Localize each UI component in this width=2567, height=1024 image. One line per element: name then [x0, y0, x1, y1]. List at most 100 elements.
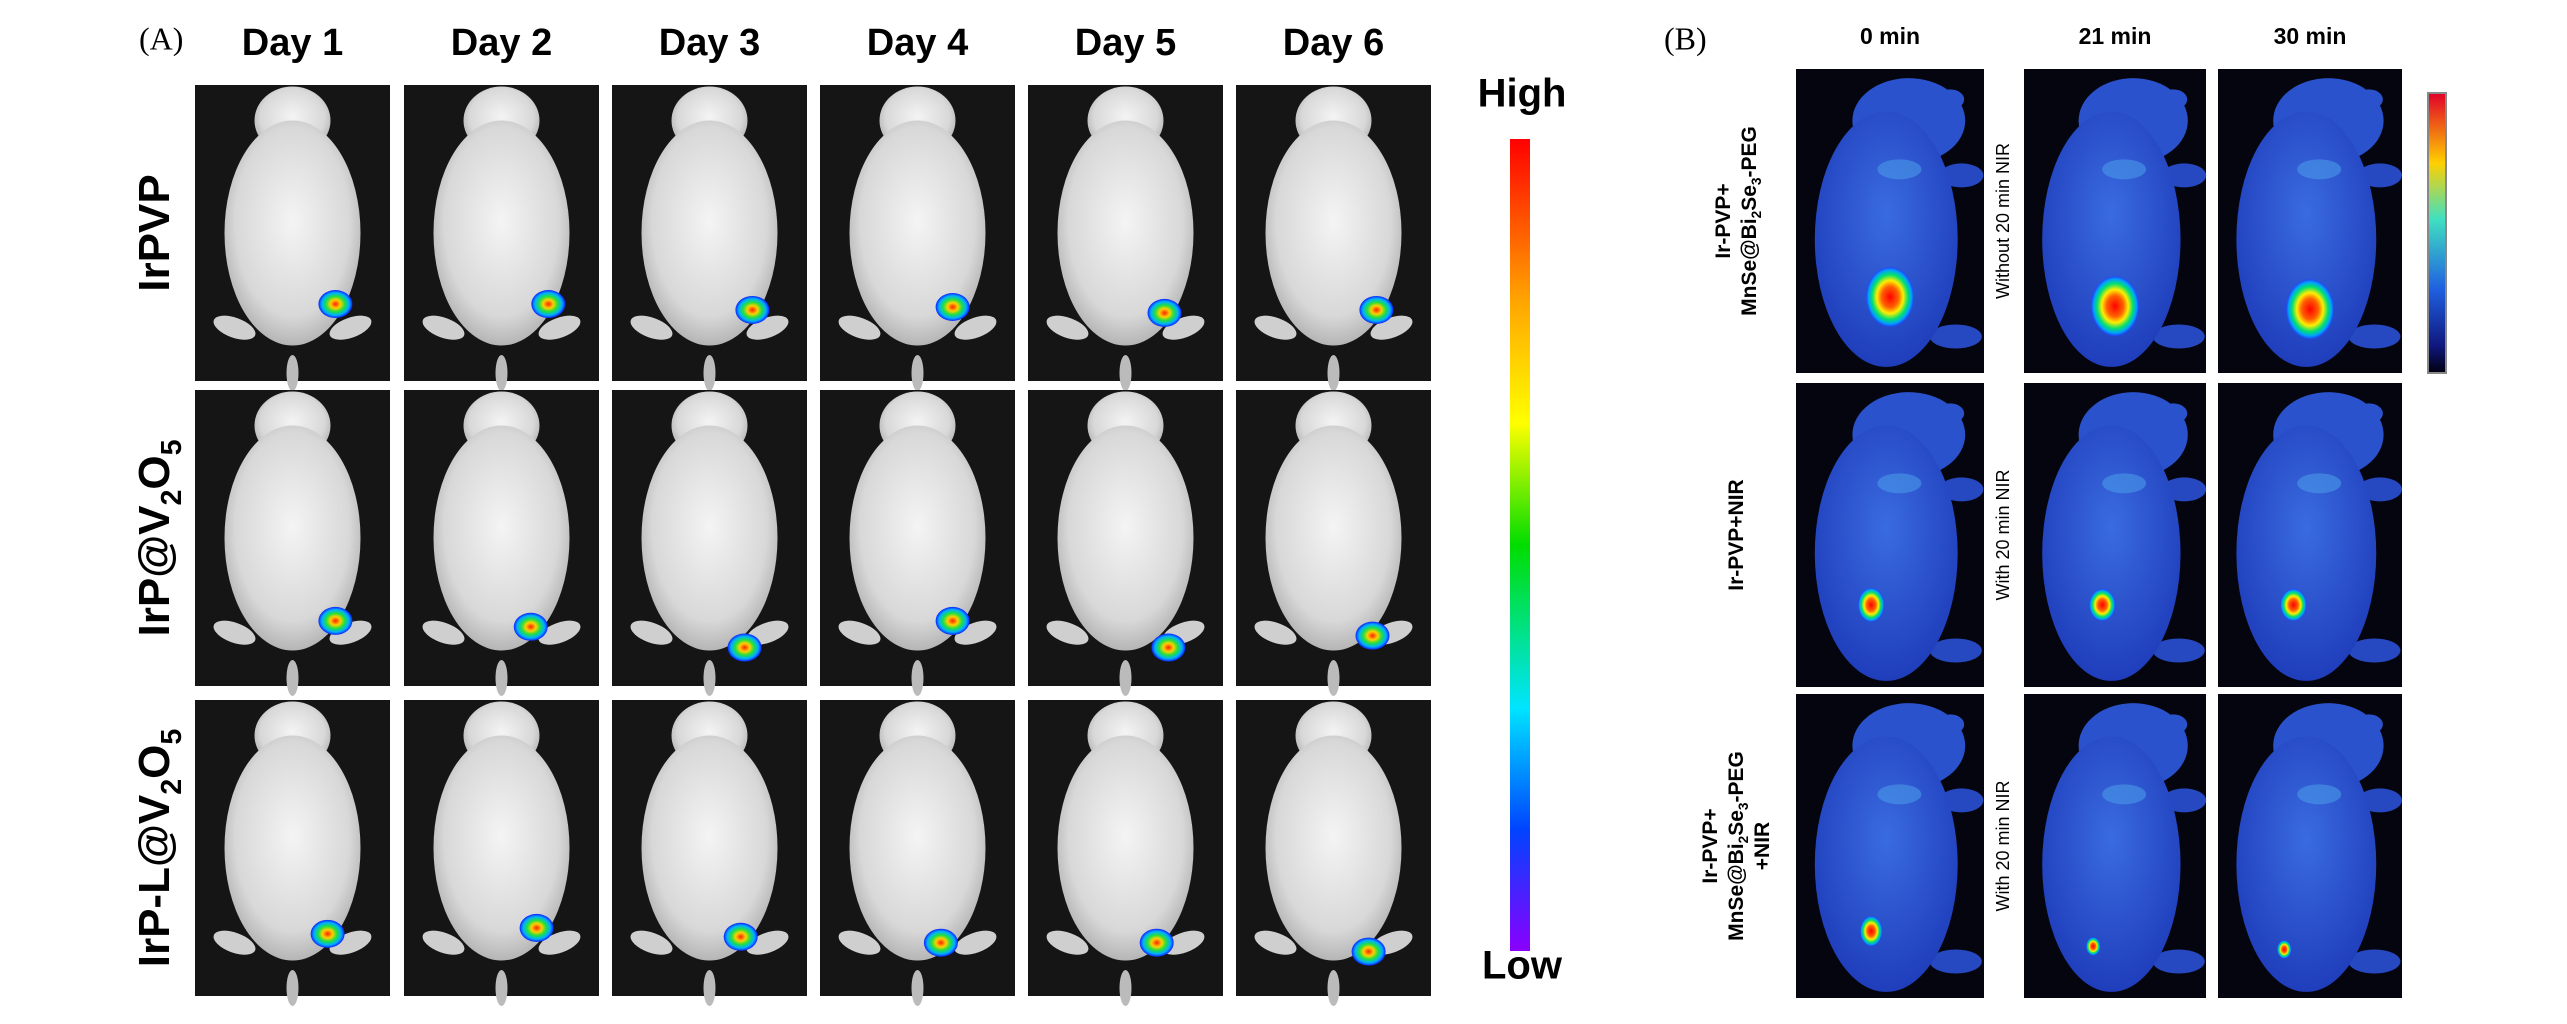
mouse-tail — [911, 355, 924, 391]
mouse-highlight — [2297, 784, 2342, 805]
label-part: Se — [1738, 185, 1761, 211]
mouse-leg — [422, 315, 465, 340]
mouse-image — [820, 85, 1015, 391]
mouse-image — [2024, 69, 2207, 373]
label-part: O — [130, 745, 179, 779]
panel-label: (A) — [139, 20, 183, 56]
mouse-image — [195, 85, 390, 391]
mouse-body — [1057, 735, 1194, 961]
signal-spot — [310, 919, 345, 948]
label: IrP@V2O5 — [130, 439, 188, 636]
mouse-tail — [286, 660, 299, 696]
mouse-body — [1814, 736, 1958, 992]
mouse-image — [404, 700, 599, 1006]
label: Ir-PVP+NIR — [1725, 479, 1748, 590]
signal-spot — [923, 928, 958, 957]
mouse-image — [2024, 694, 2207, 998]
mouse-leg — [422, 930, 465, 955]
label-part: -PEG — [1725, 751, 1748, 802]
mouse-body — [641, 735, 778, 961]
mouse-leg — [1254, 620, 1297, 645]
mouse-leg — [1929, 324, 1982, 349]
label-part: +NIR — [1751, 822, 1774, 870]
mouse-leg — [1162, 930, 1205, 955]
label: MnSe@Bi2Se3-PEG — [1725, 751, 1752, 941]
signal-spot — [1351, 937, 1386, 966]
mouse-image — [612, 700, 807, 1006]
mouse-body — [2236, 425, 2377, 681]
mouse-leg — [1254, 930, 1297, 955]
mouse-ear — [2354, 403, 2383, 424]
signal-spot — [318, 290, 353, 319]
mouse-image — [1796, 694, 1984, 998]
panel-label: (B) — [1664, 20, 1707, 56]
mouse-image — [404, 85, 599, 391]
label: IrP-L@V2O5 — [130, 729, 188, 968]
column-header: Day 1 — [242, 22, 343, 64]
mouse-tail — [911, 660, 924, 696]
label-part: Se — [1725, 810, 1748, 836]
mouse-body — [433, 735, 570, 961]
mouse-body — [2042, 425, 2181, 681]
row-note: With 20 min NIR — [1993, 780, 2013, 911]
signal-spot — [935, 606, 970, 635]
mouse-body — [433, 120, 570, 346]
row-note: Without 20 min NIR — [1993, 143, 2013, 299]
mouse-leg — [1254, 315, 1297, 340]
column-header: Day 3 — [659, 22, 760, 64]
mouse-body — [849, 120, 986, 346]
mouse-body — [433, 425, 570, 651]
mouse-image — [404, 390, 599, 696]
label-part: O — [130, 455, 179, 489]
mouse-tail — [703, 970, 716, 1006]
mouse-leg — [2348, 949, 2401, 974]
label-part: Ir-PVP+ — [1699, 808, 1722, 883]
signal-spot — [1860, 916, 1883, 947]
mouse-highlight — [1877, 473, 1922, 494]
column-header: Day 5 — [1075, 22, 1176, 64]
mouse-tail — [1119, 355, 1132, 391]
mouse-ear — [1936, 89, 1965, 110]
label: Ir-PVP+ — [1699, 808, 1722, 883]
mouse-leg — [1939, 163, 1984, 188]
signal-spot — [723, 922, 758, 951]
signal-spot — [1359, 295, 1394, 324]
mouse-tail — [1327, 660, 1340, 696]
color-scale — [2427, 92, 2447, 374]
label-part: IrPVP — [130, 174, 179, 291]
mouse-leg — [2162, 477, 2207, 502]
label: +NIR — [1751, 822, 1774, 870]
mouse-image — [2024, 383, 2207, 687]
mouse-tail — [703, 660, 716, 696]
mouse-image — [2218, 694, 2402, 998]
mouse-highlight — [2297, 473, 2342, 494]
mouse-highlight — [1877, 159, 1922, 180]
mouse-image — [1028, 700, 1223, 1006]
row-note: With 20 min NIR — [1993, 469, 2013, 600]
color-scale — [1510, 139, 1530, 951]
mouse-leg — [2357, 163, 2402, 188]
mouse-leg — [2152, 324, 2205, 349]
mouse-leg — [1929, 949, 1982, 974]
mouse-highlight — [2102, 159, 2147, 180]
mouse-tail — [286, 355, 299, 391]
mouse-body — [1265, 425, 1402, 651]
label-part: Ir-PVP+ — [1712, 183, 1735, 258]
column-header: 30 min — [2274, 23, 2347, 49]
mouse-body — [224, 735, 361, 961]
mouse-leg — [2162, 788, 2207, 813]
mouse-leg — [630, 930, 673, 955]
mouse-tail — [1327, 355, 1340, 391]
mouse-leg — [538, 315, 581, 340]
mouse-image — [612, 85, 807, 391]
column-header: Day 6 — [1283, 22, 1384, 64]
label-part: -PEG — [1738, 126, 1761, 177]
label-part: Ir-PVP+NIR — [1725, 479, 1748, 590]
mouse-image — [1236, 700, 1431, 1006]
mouse-highlight — [1877, 784, 1922, 805]
mouse-tail — [495, 970, 508, 1006]
column-header: 21 min — [2079, 23, 2152, 49]
label-part: IrP@V — [130, 505, 179, 637]
mouse-leg — [213, 315, 256, 340]
